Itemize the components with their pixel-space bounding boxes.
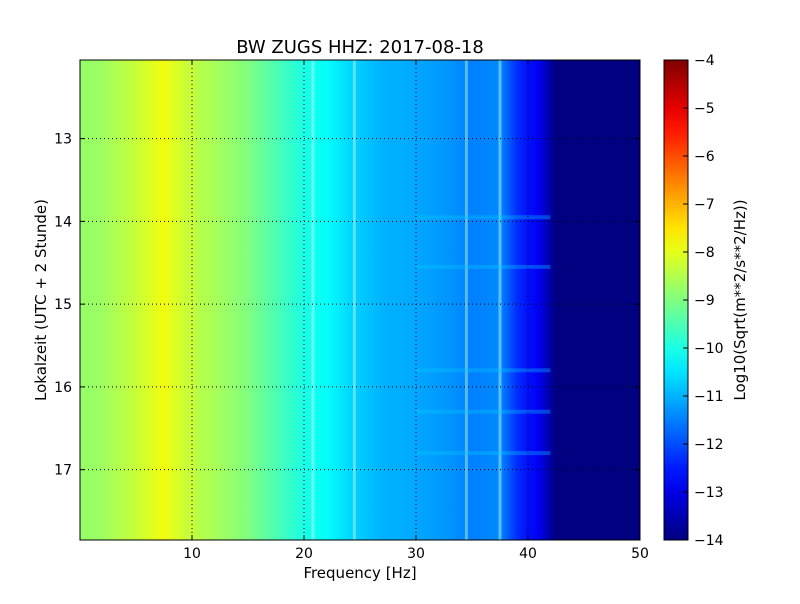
y-tick-label: 14 [54,214,72,230]
x-tick-label: 20 [295,546,313,562]
x-axis-label: Frequency [Hz] [303,564,416,582]
heatmap-base [80,60,640,540]
time-band [416,215,551,220]
spectral-line [498,60,502,540]
y-axis-label: Lokalzeit (UTC + 2 Stunde) [32,199,50,401]
colorbar-tick-label: −11 [694,389,724,405]
spectral-line [352,60,356,540]
spectral-line [162,60,166,540]
spectral-line [464,60,468,540]
colorbar-tick-label: −4 [694,53,715,69]
colorbar-tick-label: −10 [694,341,724,357]
time-band [416,264,551,269]
colorbar-tick-label: −13 [694,485,724,501]
y-axis: 13 14 15 16 17 [54,132,640,479]
colorbar-tick-label: −6 [694,149,715,165]
grid-lines [80,60,640,540]
x-tick-label: 50 [631,546,649,562]
colorbar-label: Log10(Sqrt(m**2/s**2/Hz)) [731,199,749,400]
plot-area [80,60,640,540]
y-tick-label: 17 [54,463,72,479]
chart-title: BW ZUGS HHZ: 2017-08-18 [236,37,484,58]
x-tick-label: 10 [183,546,201,562]
colorbar-tick-label: −14 [694,533,724,549]
heatmap-time-bands [416,215,551,456]
time-band [416,451,551,456]
time-band [416,409,551,414]
x-tick-label: 30 [407,546,425,562]
y-tick-label: 16 [54,380,72,396]
colorbar-tick-label: −8 [694,245,715,261]
colorbar-tick-label: −7 [694,197,715,213]
x-axis: 10 20 30 40 50 [183,60,649,562]
colorbar-tick-label: −5 [694,101,715,117]
x-tick-label: 40 [519,546,537,562]
colorbar-tick-label: −9 [694,293,715,309]
time-band [416,368,551,373]
spectral-line [311,60,315,540]
y-tick-label: 15 [54,297,72,313]
colorbar-axis: −4 −5 −6 −7 −8 −9 −10 −11 −12 −13 −14 [683,53,724,549]
y-tick-label: 13 [54,132,72,148]
plot-frame [79,59,641,541]
colorbar-tick-label: −12 [694,437,724,453]
